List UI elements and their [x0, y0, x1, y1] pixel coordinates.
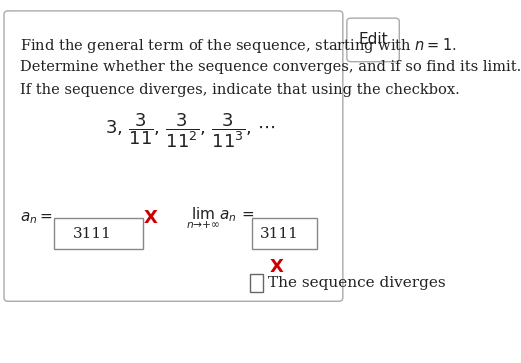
Text: $a_n =$: $a_n =$ [20, 210, 53, 226]
Text: If the sequence diverges, indicate that using the checkbox.: If the sequence diverges, indicate that … [20, 83, 460, 98]
FancyBboxPatch shape [252, 218, 317, 249]
Text: Find the general term of the sequence, starting with $n = 1$.: Find the general term of the sequence, s… [20, 36, 457, 55]
Text: Determine whether the sequence converges, and if so find its limit.: Determine whether the sequence converges… [20, 60, 521, 74]
FancyBboxPatch shape [250, 274, 263, 292]
Text: $\lim_{n \to +\infty} a_n =$: $\lim_{n \to +\infty} a_n =$ [185, 205, 254, 231]
FancyBboxPatch shape [4, 11, 343, 301]
Text: The sequence diverges: The sequence diverges [268, 276, 446, 290]
Text: 3111: 3111 [260, 227, 299, 241]
Text: $\mathbf{X}$: $\mathbf{X}$ [143, 209, 159, 227]
Text: $\mathbf{X}$: $\mathbf{X}$ [268, 258, 284, 276]
FancyBboxPatch shape [55, 218, 143, 249]
Text: $3, \, \dfrac{3}{11}, \, \dfrac{3}{11^2}, \, \dfrac{3}{11^3}, \, \cdots$: $3, \, \dfrac{3}{11}, \, \dfrac{3}{11^2}… [105, 111, 276, 150]
Text: 3111: 3111 [72, 227, 111, 241]
Text: Edit: Edit [358, 32, 388, 48]
FancyBboxPatch shape [347, 18, 399, 62]
